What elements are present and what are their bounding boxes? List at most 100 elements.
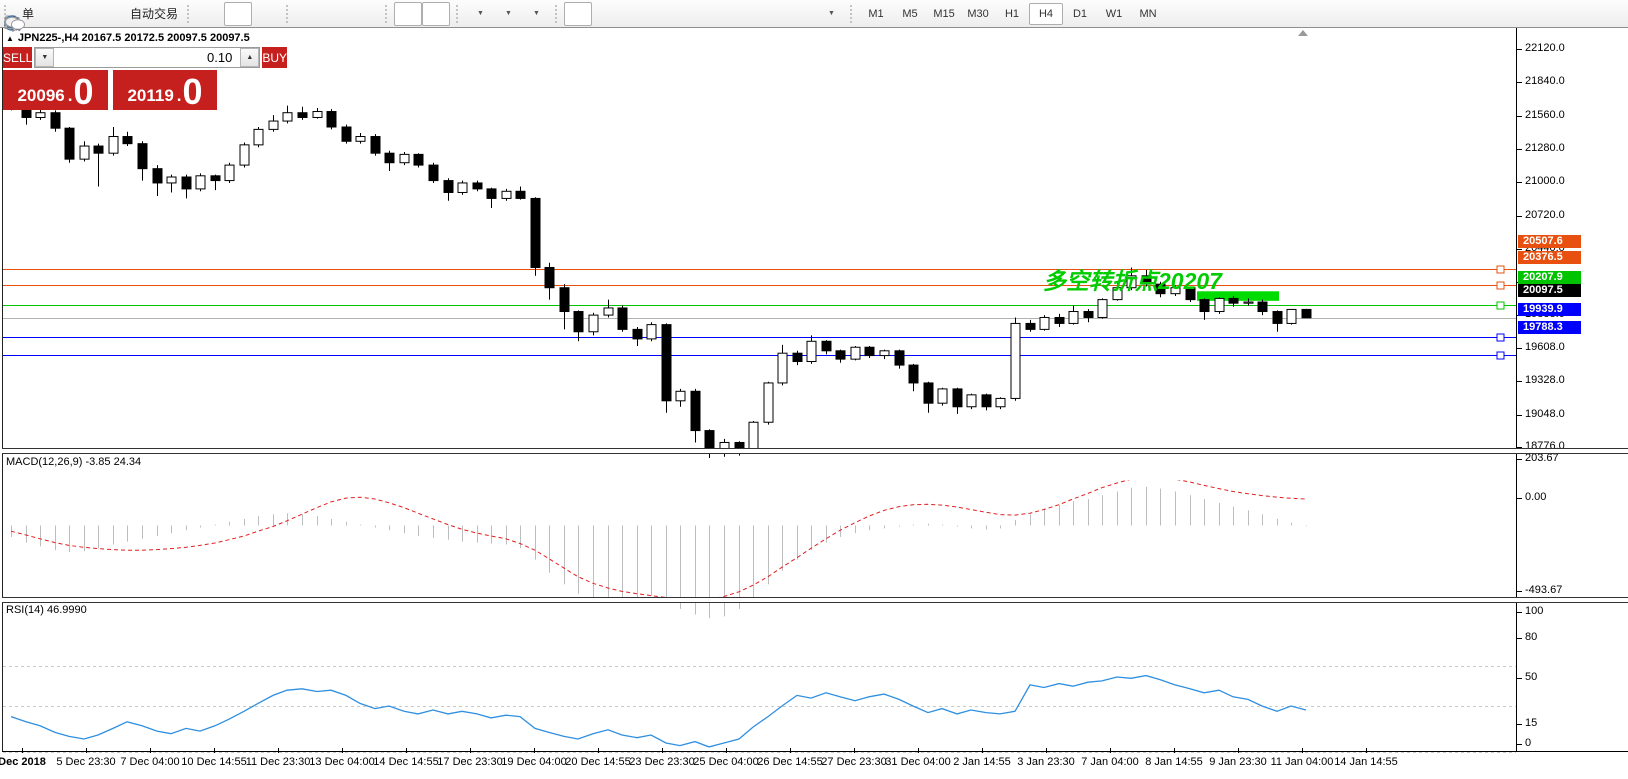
chat-button[interactable] xyxy=(5,2,1618,32)
toolbar-grip[interactable] xyxy=(456,4,461,23)
chevron-down-icon[interactable]: ▼ xyxy=(477,10,484,17)
macd-tick-label: 0.00 xyxy=(1525,490,1547,503)
toolbar-grip[interactable] xyxy=(286,4,291,23)
toolbar-grip[interactable] xyxy=(850,4,855,23)
volume-decrease-button[interactable]: ▼ xyxy=(35,48,55,67)
chevron-down-icon[interactable]: ▼ xyxy=(533,10,540,17)
macd-panel-splitter[interactable] xyxy=(2,448,1628,454)
toolbar-group xyxy=(4,0,282,30)
trade-panel-toggle-icon[interactable]: ▲ xyxy=(6,34,14,43)
periods-button[interactable]: ▼ xyxy=(4,2,521,31)
templates-button[interactable]: ▼ xyxy=(4,2,549,28)
chart-shift-marker-icon[interactable] xyxy=(1298,30,1308,36)
timeframe-d1-button[interactable]: D1 xyxy=(1072,7,1088,20)
zoom-in-button[interactable] xyxy=(5,2,323,30)
axis-tick xyxy=(406,748,407,753)
channel-button[interactable]: E xyxy=(4,2,732,32)
volume-input[interactable] xyxy=(54,48,241,67)
horizontal-level-line[interactable] xyxy=(3,281,1516,290)
timeframe-m30-button[interactable]: M30 xyxy=(967,7,989,20)
text-button[interactable]: A xyxy=(8,2,788,30)
sell-label-button[interactable]: SELL xyxy=(3,47,33,68)
indicators-button[interactable]: ▼ xyxy=(5,2,493,28)
price-tick-label: 19608.0 xyxy=(1525,341,1565,354)
buy-button[interactable]: 20119. 0 xyxy=(113,70,217,110)
toolbar-grip[interactable] xyxy=(555,4,560,23)
timeframe-h4-button[interactable]: H4 xyxy=(1029,2,1064,25)
arrows-button[interactable]: ▼ xyxy=(6,2,844,27)
level-line-handle[interactable] xyxy=(1496,351,1505,360)
horizontal-level-line[interactable] xyxy=(3,333,1516,342)
vertical-line-button[interactable] xyxy=(11,2,648,29)
trendline-button[interactable] xyxy=(5,2,704,28)
one-click-trading-panel: SELL ▼ ▲ BUY 20096.0 20119.0 xyxy=(3,47,288,110)
macd-indicator-canvas[interactable] xyxy=(3,480,1516,624)
rsi-line xyxy=(10,674,1307,748)
price-tick-label: 21280.0 xyxy=(1525,142,1565,154)
autotrading-button[interactable]: 自动交易 xyxy=(4,2,181,30)
cursor-button[interactable] xyxy=(9,1,593,30)
new-order-button[interactable]: 单 xyxy=(13,2,41,26)
rsi-panel-splitter[interactable] xyxy=(2,597,1628,603)
axis-tick xyxy=(854,748,855,753)
toolbar-grip[interactable] xyxy=(187,4,192,23)
axis-tick xyxy=(1517,115,1522,117)
chart-shift-button[interactable] xyxy=(6,1,451,29)
level-line-handle[interactable] xyxy=(1496,301,1505,310)
sell-button[interactable]: 20096. 0 xyxy=(3,70,108,110)
price-tick-label: 19048.0 xyxy=(1525,407,1565,420)
timeframe-m5-button[interactable]: M5 xyxy=(902,7,918,20)
chart-title: ▲ JPN225-,H4 20167.5 20172.5 20097.5 2009… xyxy=(6,32,250,44)
timeframe-m1-button[interactable]: M1 xyxy=(868,7,884,20)
level-price-badge: 19939.9 xyxy=(1518,302,1581,316)
timeframe-m15-button[interactable]: M15 xyxy=(933,7,955,20)
time-tick-label: 27 Dec 23:30 xyxy=(821,756,887,768)
crosshair-button[interactable] xyxy=(5,2,620,30)
chart-window[interactable] xyxy=(0,28,1628,774)
level-line-handle[interactable] xyxy=(1496,281,1505,290)
level-line-handle[interactable] xyxy=(1496,265,1505,274)
current-price-badge: 20097.5 xyxy=(1518,283,1581,297)
time-tick-label: 7 Jan 04:00 xyxy=(1081,756,1139,768)
chevron-down-icon[interactable]: ▼ xyxy=(828,10,835,17)
horizontal-line-button[interactable] xyxy=(6,2,676,26)
timeframe-h1-button[interactable]: H1 xyxy=(1004,7,1020,20)
price-axis[interactable]: 22120.0 21840.0 21560.0 21280.0 21000.0 20720… xyxy=(1516,28,1628,751)
horizontal-level-line[interactable] xyxy=(3,301,1516,310)
sell-price-dot: . xyxy=(67,86,73,105)
time-tick-label: 23 Dec 23:30 xyxy=(629,756,695,768)
autoscroll-button[interactable] xyxy=(6,1,423,29)
buy-label-button[interactable]: BUY xyxy=(262,47,288,68)
axis-tick xyxy=(1517,638,1522,640)
gold-button[interactable] xyxy=(4,2,69,30)
toolbar-grip[interactable] xyxy=(385,4,390,23)
toolbar-group xyxy=(6,0,452,29)
mql5-community-button[interactable]: M xyxy=(5,2,97,30)
timeframe-w1-button[interactable]: W1 xyxy=(1105,7,1123,20)
zoom-out-button[interactable] xyxy=(5,2,351,30)
timeframe-toolbar: M1 M5 M15 M30 H1 H4 D1 W1 MN xyxy=(846,0,1167,27)
chevron-down-icon[interactable]: ▼ xyxy=(505,10,512,17)
search-button[interactable] xyxy=(5,2,1580,31)
toolbar-grip[interactable] xyxy=(4,4,9,23)
price-tick-label: 22120.0 xyxy=(1525,42,1565,54)
fibonacci-button[interactable]: F xyxy=(4,2,760,32)
signals-button[interactable] xyxy=(4,2,125,30)
horizontal-level-line[interactable] xyxy=(3,351,1516,360)
level-line-handle[interactable] xyxy=(1496,333,1505,342)
candlestick-button[interactable] xyxy=(5,1,253,30)
highlight-rectangle[interactable] xyxy=(1197,291,1279,301)
axis-tick xyxy=(1366,748,1367,753)
volume-increase-button[interactable]: ▲ xyxy=(240,48,260,67)
time-axis[interactable]: Dec 2018 5 Dec 23:30 7 Dec 04:00 10 Dec 14:… xyxy=(0,748,1628,774)
line-chart-button[interactable] xyxy=(4,2,280,27)
price-tick-label: 20720.0 xyxy=(1525,208,1565,221)
timeframe-mn-button[interactable]: MN xyxy=(1139,7,1157,20)
label-button[interactable]: T xyxy=(5,2,816,29)
rsi-indicator-canvas[interactable] xyxy=(3,629,1516,779)
bar-chart-button[interactable] xyxy=(6,2,224,30)
tile-windows-button[interactable] xyxy=(5,2,379,29)
horizontal-level-line[interactable] xyxy=(3,265,1516,274)
main-chart-canvas[interactable] xyxy=(3,56,1516,479)
axis-tick xyxy=(1110,748,1111,753)
